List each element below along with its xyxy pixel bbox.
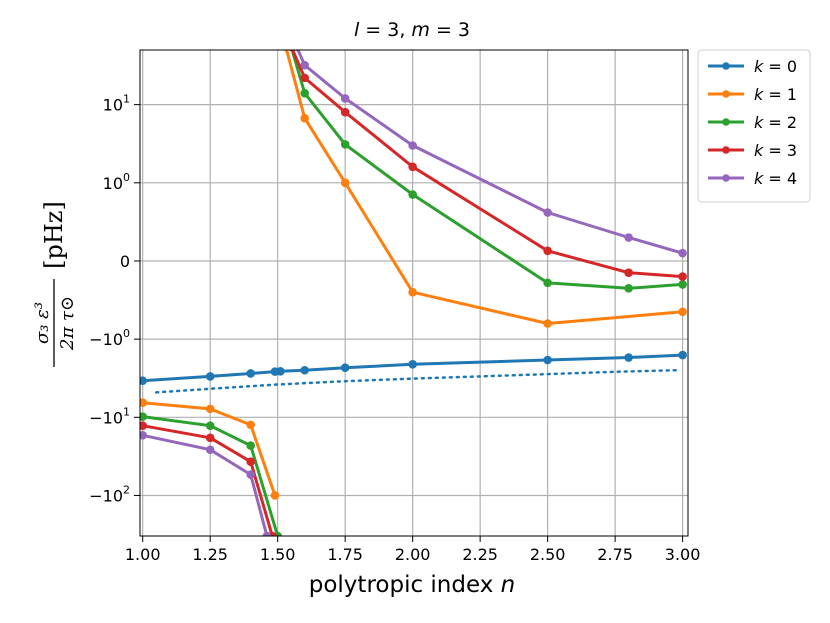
- data-point: [543, 278, 552, 288]
- legend-label: k = 0: [754, 57, 797, 76]
- data-point: [340, 178, 350, 188]
- x-tick-label: 2.25: [462, 545, 498, 564]
- data-point: [543, 246, 552, 256]
- data-point: [543, 355, 552, 365]
- grid: [140, 50, 688, 536]
- data-point: [262, 531, 272, 536]
- data-point: [140, 421, 147, 430]
- data-point: [543, 319, 552, 328]
- data-point: [246, 369, 255, 378]
- data-point: [140, 398, 147, 407]
- legend-marker: [722, 174, 730, 182]
- y-axis-label: σ₃ ε³ 2π τ⊙ [pHz]: [32, 201, 78, 367]
- legend-box: [697, 49, 811, 203]
- plot-area: [140, 50, 687, 536]
- data-point: [246, 441, 255, 450]
- data-point: [408, 360, 417, 369]
- data-point: [205, 372, 215, 381]
- data-point: [678, 280, 687, 289]
- data-point: [205, 445, 215, 455]
- data-point: [678, 307, 687, 317]
- data-point: [205, 421, 215, 430]
- data-point: [140, 431, 147, 440]
- data-point: [140, 376, 147, 385]
- y-tick-label: −102: [89, 483, 130, 505]
- legend-marker: [722, 90, 730, 98]
- data-point: [140, 412, 147, 421]
- data-point: [340, 140, 350, 149]
- y-tick-label: 0: [120, 252, 130, 271]
- x-tick-label: 2.75: [597, 545, 633, 564]
- x-tick-label: 1.75: [327, 545, 363, 564]
- data-point: [270, 491, 280, 500]
- data-point: [205, 433, 215, 443]
- data-point: [678, 350, 687, 360]
- data-point: [300, 365, 309, 375]
- y-label-denominator: 2π τ⊙: [57, 296, 78, 351]
- data-point: [624, 233, 633, 242]
- data-point: [300, 88, 309, 98]
- series-line-k3: [142, 424, 274, 536]
- series-line-k1: [142, 401, 277, 496]
- y-label-numerator: σ₃ ε³: [32, 302, 53, 344]
- legend-label: k = 4: [754, 169, 797, 188]
- x-tick-label: 2.00: [395, 545, 431, 564]
- series-line-k1: [285, 50, 683, 325]
- legend-label: k = 3: [754, 141, 797, 160]
- x-tick-label: 2.50: [530, 545, 566, 564]
- data-point: [205, 404, 215, 414]
- series-line-k4: [142, 433, 269, 536]
- data-point: [408, 287, 417, 297]
- legend-marker: [722, 62, 730, 70]
- y-tick-label: −101: [89, 405, 130, 427]
- legend-label: k = 2: [754, 113, 797, 132]
- data-point: [300, 60, 309, 70]
- data-point: [408, 162, 417, 172]
- x-axis-label: polytropic index n: [309, 572, 515, 598]
- data-point: [340, 107, 350, 117]
- legend-marker: [722, 146, 730, 154]
- legend: k = 0 k = 1 k = 2 k = 3 k = 4: [697, 49, 811, 203]
- y-tick-label: 101: [103, 93, 130, 115]
- axes-frame: [139, 49, 689, 537]
- data-point: [624, 268, 633, 277]
- x-axis: 1.00 1.25 1.50 1.75 2.00 2.25 2.50 2.75 3.00: [125, 536, 701, 564]
- x-tick-label: 3.00: [665, 545, 701, 564]
- y-tick-label: 100: [103, 171, 130, 193]
- data-point: [300, 113, 309, 123]
- data-point: [246, 420, 255, 430]
- data-point: [678, 248, 687, 258]
- data-point: [543, 208, 552, 217]
- data-point: [624, 353, 633, 362]
- x-tick-label: 1.00: [125, 545, 161, 564]
- x-tick-label: 1.25: [192, 545, 228, 564]
- y-label-unit: [pHz]: [40, 201, 68, 269]
- chart-title: l = 3, m = 3: [354, 19, 470, 41]
- data-point: [408, 141, 417, 150]
- y-tick-label: −100: [89, 327, 130, 349]
- data-point: [300, 73, 309, 83]
- legend-label: k = 1: [754, 85, 797, 104]
- data-point: [408, 190, 417, 199]
- data-point: [624, 284, 633, 293]
- x-tick-label: 1.50: [260, 545, 296, 564]
- data-point: [340, 94, 350, 103]
- y-axis: 101 100 0 −100 −101 −102: [89, 93, 140, 505]
- data-point: [276, 367, 285, 376]
- legend-marker: [722, 118, 730, 126]
- series-asymptote-k0: [154, 368, 679, 394]
- data-point: [340, 363, 350, 373]
- data-point: [246, 470, 255, 479]
- series-line-k2: [142, 415, 280, 536]
- data-point: [678, 272, 687, 281]
- data-point: [246, 457, 255, 467]
